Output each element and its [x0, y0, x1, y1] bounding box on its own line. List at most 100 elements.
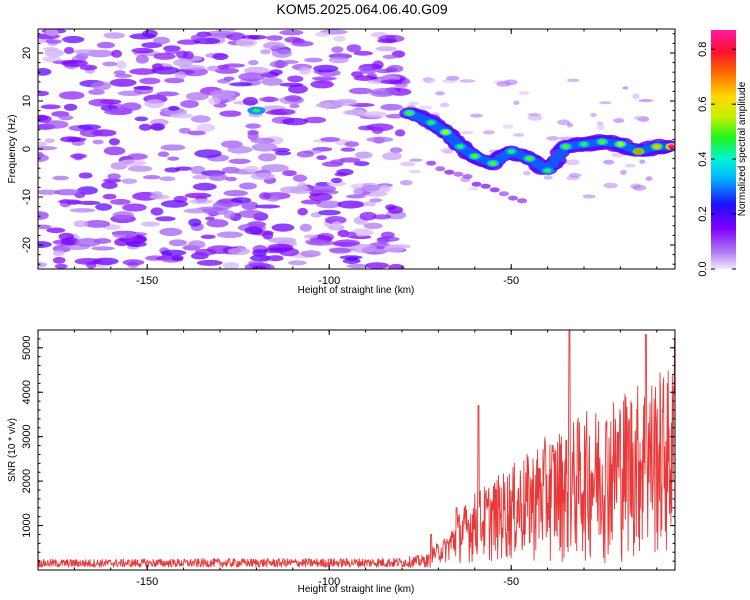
spectrogram-cell [52, 256, 66, 264]
x-tick-label: -50 [503, 576, 519, 588]
spectrogram-cell [103, 178, 122, 183]
spectrogram-cell [330, 159, 345, 165]
x-tick-label: -50 [503, 275, 519, 287]
spectrogram-cell [462, 174, 473, 179]
spectrogram-cell [83, 220, 111, 228]
spectrogram-cell [326, 181, 347, 187]
spectrogram-cell [308, 184, 337, 193]
spectrogram-cell [187, 208, 204, 214]
spectrogram-cell [460, 130, 474, 135]
spectrogram-cell [252, 108, 261, 113]
spectrogram-cell [375, 46, 397, 52]
spectrogram-cell [121, 102, 142, 111]
spectrogram-cell [496, 81, 512, 87]
spectrogram-cell [299, 223, 312, 232]
spectrogram-cell [142, 29, 158, 38]
spectrogram-cell [209, 89, 236, 99]
spectrogram-cell [194, 149, 222, 158]
spectrogram-cell [549, 154, 564, 163]
spectrogram-cell [157, 151, 170, 157]
spectrogram-cell [38, 146, 58, 151]
colorbar-ticks: 0.0 0.2 0.4 0.6 0.8 [697, 42, 736, 277]
spectrogram-cell [291, 40, 314, 47]
spectrogram-cell [366, 136, 394, 143]
spectrogram-cell [250, 137, 275, 144]
spectrogram-cell [205, 30, 233, 36]
spectrogram-cell [231, 197, 252, 204]
spectrogram-cell [227, 247, 251, 256]
y-tick-label: 20 [21, 47, 33, 59]
spectrogram-cell [638, 99, 654, 103]
spectrogram-cell [131, 47, 154, 54]
snr-xlabel: Height of straight line (km) [298, 584, 415, 595]
spectrogram-cell [554, 148, 569, 157]
spectrogram-cell [580, 142, 588, 147]
spectrogram-cell [159, 227, 183, 236]
spectrogram-cell [333, 35, 346, 42]
spectrogram-cell [288, 260, 307, 266]
spectrogram-cell [122, 259, 145, 266]
spectrogram-cell [121, 178, 138, 184]
spectrogram-cells [38, 29, 675, 269]
spectrogram-cell [58, 115, 74, 121]
spectrogram-cell [38, 241, 52, 248]
colorbar: 0.0 0.2 0.4 0.6 0.8 Normalized spectral ampl… [697, 30, 748, 277]
spectrogram-cell [334, 172, 348, 177]
spectrogram-cell [456, 144, 464, 149]
spectrogram-cell [347, 263, 370, 269]
spectrogram-cell [562, 144, 570, 149]
spectrogram-cell [363, 222, 383, 229]
spectrogram-cell [228, 158, 251, 164]
spectrogram-cell [156, 91, 179, 97]
spectrogram-cell [190, 165, 206, 175]
spectrogram-cell [245, 123, 261, 129]
spectrogram-cell [324, 216, 347, 225]
spectrogram-cell [160, 249, 187, 256]
spectrogram-cell [44, 138, 55, 143]
spectrogram-cell [139, 77, 161, 85]
spectrogram-cell [259, 96, 280, 103]
spectrogram-cell [568, 173, 582, 178]
spectrogram-cell [192, 182, 217, 191]
spectrogram-cell [340, 147, 356, 152]
spectrogram-cell [254, 204, 281, 209]
spectrogram-cell [632, 184, 647, 191]
colorbar-gradient [711, 30, 736, 269]
spectrogram-cell [345, 194, 366, 199]
spectrogram-cell [135, 54, 149, 64]
colorbar-tick-label: 0.8 [697, 42, 709, 57]
spectrogram-cell [279, 29, 304, 36]
colorbar-label: Normalized spectral amplitude [737, 81, 748, 216]
spectrogram-cell [544, 168, 552, 173]
spectrogram-cell [645, 176, 653, 181]
spectrogram-cell [380, 103, 403, 111]
spectrogram-cell [634, 115, 649, 121]
spectrogram-cell [208, 97, 221, 105]
spectrogram-cell [611, 152, 625, 158]
spectrogram-cell [498, 191, 509, 197]
spectrogram-cell [52, 175, 69, 181]
snr-x-ticks: -150 -100 -50 [37, 330, 658, 588]
spectrogram-cell [352, 187, 363, 196]
spectrogram-cell [527, 114, 543, 121]
spectrogram-cell [297, 207, 308, 216]
spectrogram-cell [112, 230, 138, 239]
spectrogram-cell [349, 244, 378, 253]
spectrogram-cell [251, 143, 278, 152]
spectrogram-cell [223, 76, 235, 81]
y-tick-label: 2000 [21, 469, 33, 493]
spectrogram-ylabel: Frequency (Hz) [7, 115, 18, 184]
spectrogram-cell [206, 245, 234, 255]
y-tick-label: 10 [21, 95, 33, 107]
spectrogram-cell [408, 101, 419, 106]
spectrogram-cell [482, 130, 495, 135]
spectrogram-cell [160, 144, 186, 151]
spectrogram-cell [365, 262, 390, 269]
spectrogram-cell [305, 238, 326, 245]
spectrogram-cell [362, 111, 388, 118]
spectrogram-cell [57, 199, 82, 204]
spectrogram-cell [287, 75, 304, 83]
spectrogram-cell [142, 175, 161, 180]
y-tick-label: 1000 [21, 513, 33, 537]
